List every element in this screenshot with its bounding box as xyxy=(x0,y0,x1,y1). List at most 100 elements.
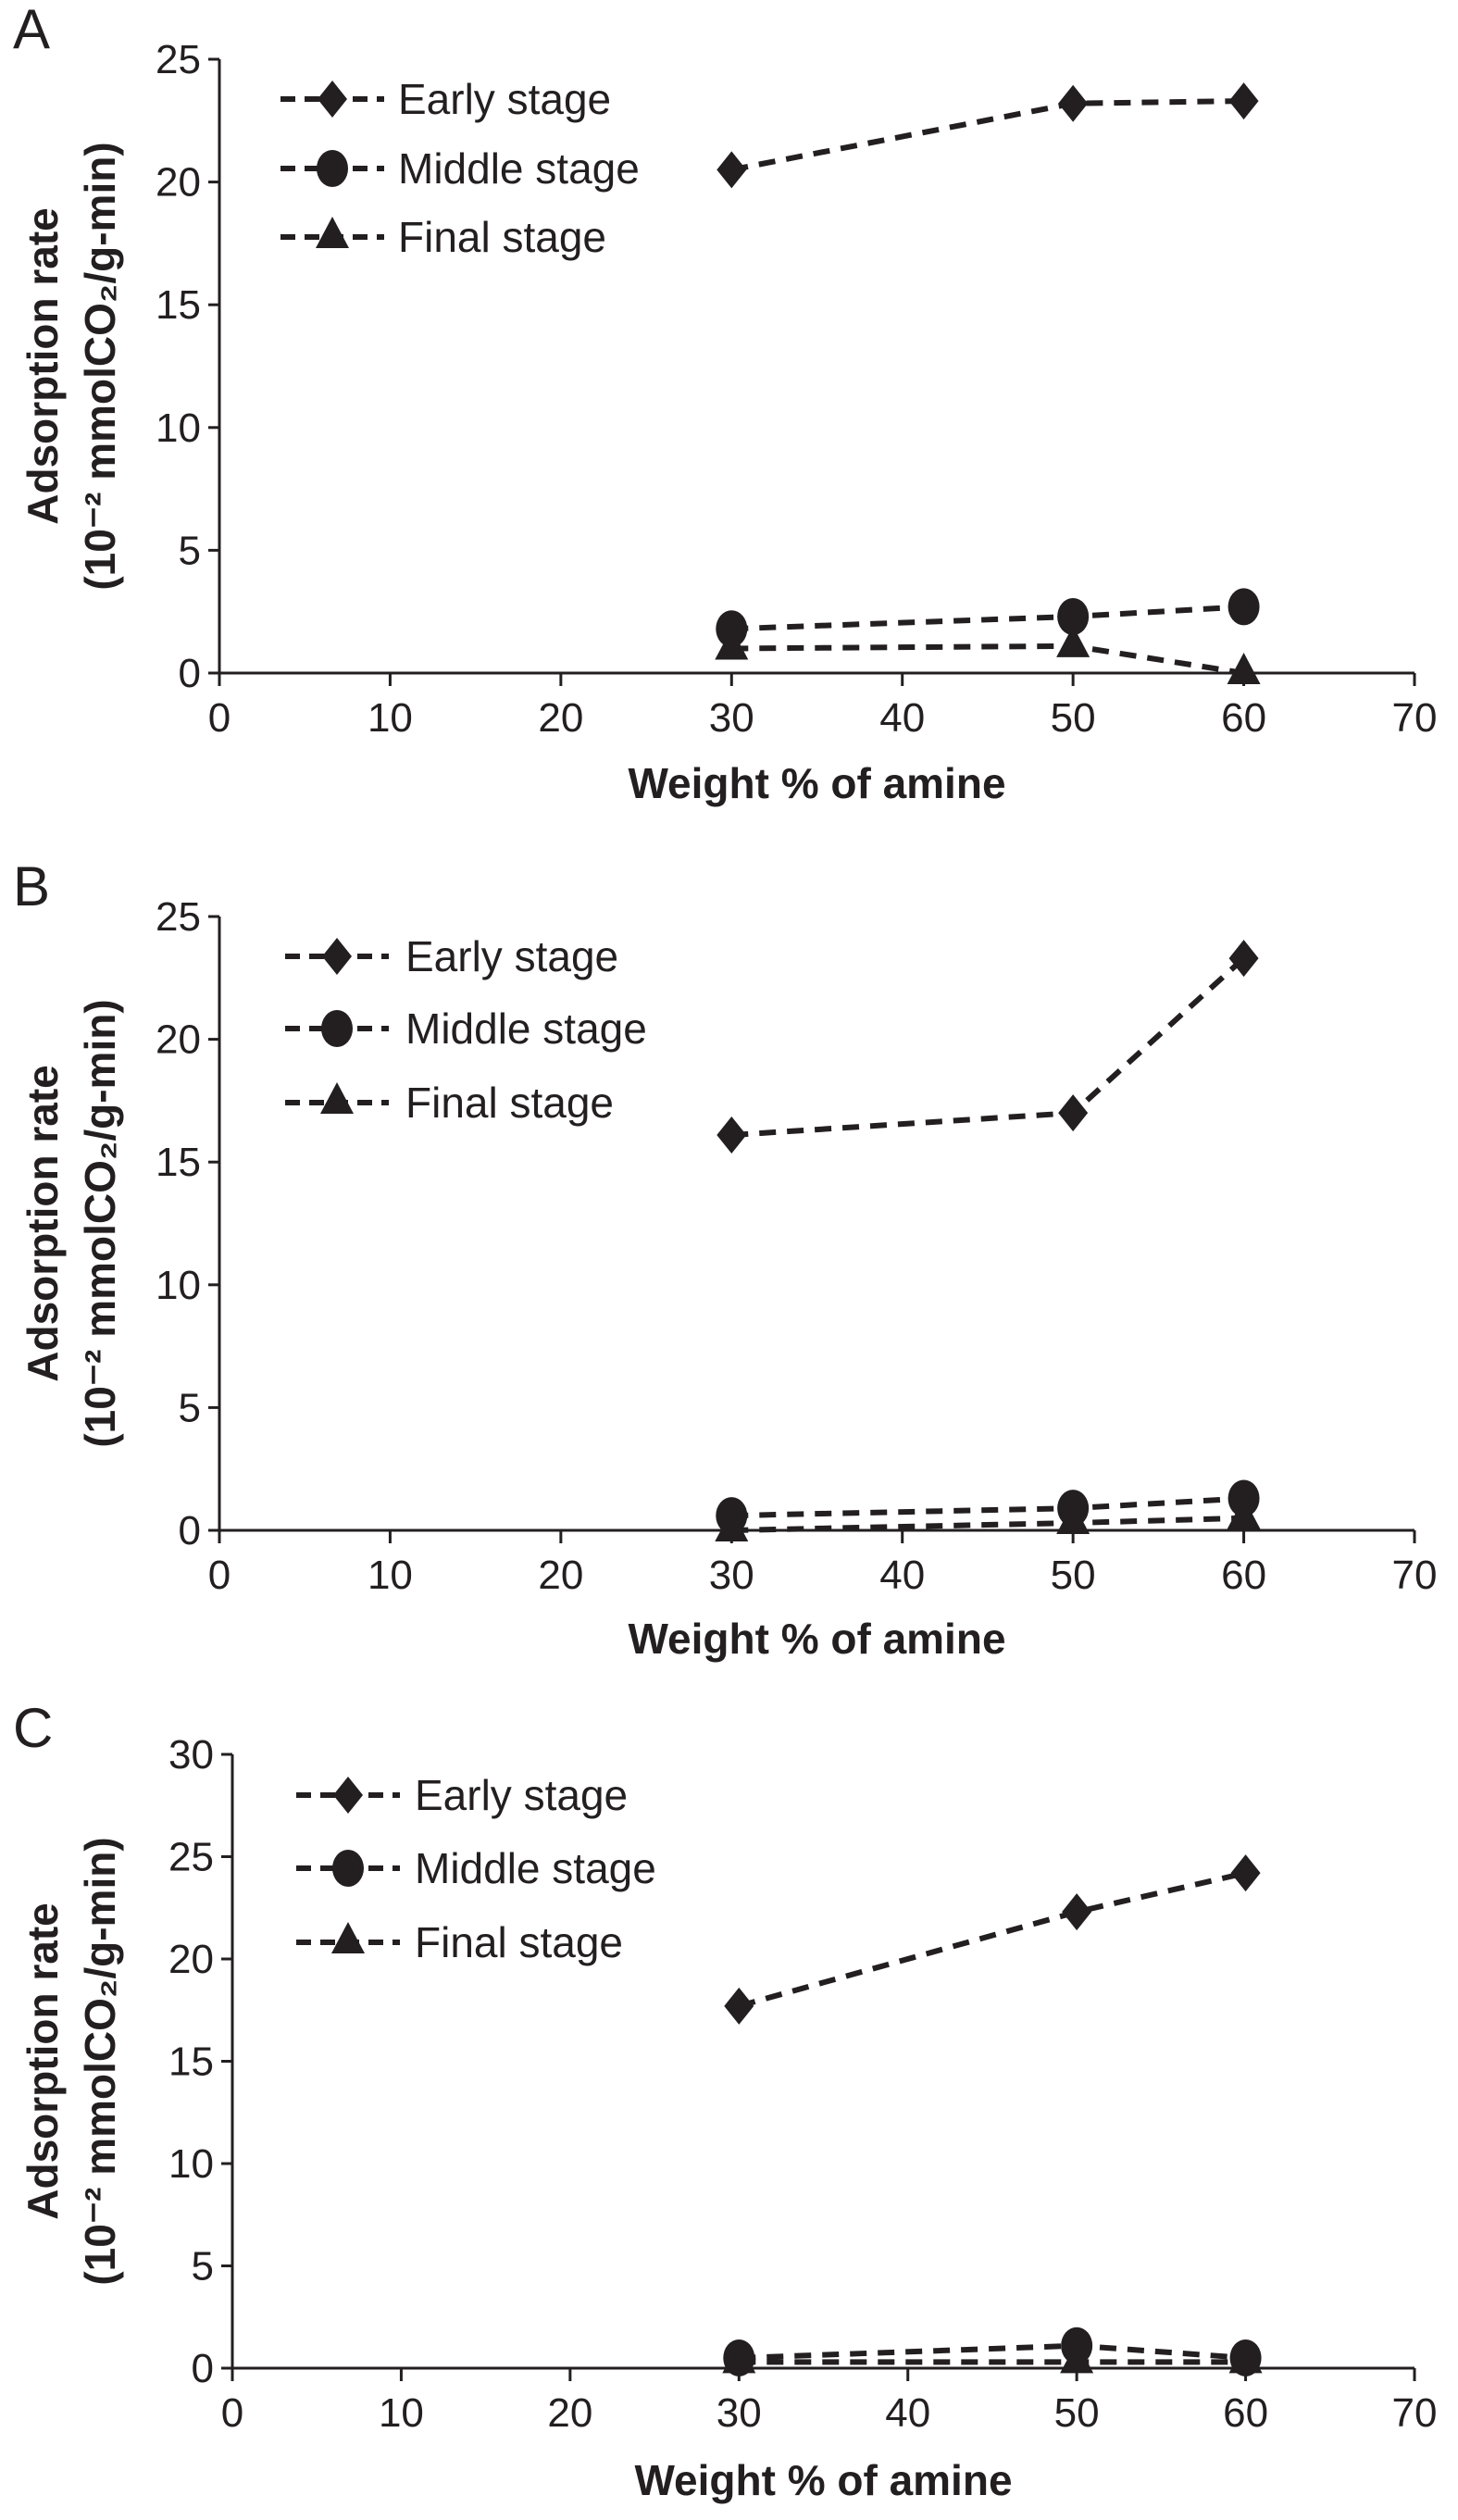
data-point xyxy=(1228,82,1259,120)
y-tick-label: 15 xyxy=(156,1140,201,1185)
data-point xyxy=(1227,588,1260,626)
y-axis-title-line2: (10⁻² mmolCO₂/g-min) xyxy=(76,1837,124,2285)
x-tick-label: 0 xyxy=(221,2390,243,2436)
x-tick-label: 10 xyxy=(368,695,413,741)
y-axis-title-line2: (10⁻² mmolCO₂/g-min) xyxy=(76,999,124,1447)
x-tick-label: 10 xyxy=(379,2390,424,2436)
series-line xyxy=(739,2342,1246,2361)
x-tick-label: 40 xyxy=(885,2390,930,2436)
y-tick-label: 0 xyxy=(179,651,201,696)
x-tick-label: 70 xyxy=(1392,2390,1438,2436)
legend-label: Early stage xyxy=(405,932,618,980)
series-line xyxy=(731,1495,1244,1519)
x-tick-label: 0 xyxy=(208,695,231,741)
legend-entry: Early stage xyxy=(296,1771,628,1819)
data-point xyxy=(722,2341,756,2374)
data-point xyxy=(1230,1854,1261,1892)
data-point xyxy=(1060,2341,1094,2374)
legend-marker xyxy=(322,938,352,975)
data-point xyxy=(1058,1094,1089,1132)
x-axis-title: Weight % of amine xyxy=(628,759,1005,807)
y-tick-label: 5 xyxy=(192,2244,214,2289)
legend-marker xyxy=(316,217,349,248)
chart-panel-b: B 0 5 10 15 20 25 0 10 20 30 40 50 60 70 Weight % of am… xyxy=(13,855,1437,1663)
x-tick-label: 40 xyxy=(879,695,925,741)
data-point xyxy=(1057,598,1090,636)
legend-entry: Final stage xyxy=(280,213,606,261)
y-axis-title-line1: Adsorption rate xyxy=(19,1065,67,1381)
panel-label: B xyxy=(13,855,50,917)
legend-label: Middle stage xyxy=(405,1004,647,1053)
x-tick-label: 50 xyxy=(1051,695,1096,741)
data-point xyxy=(1058,84,1089,122)
y-tick-label: 5 xyxy=(179,1385,201,1430)
legend-entry: Middle stage xyxy=(285,1004,647,1053)
panel-label: A xyxy=(13,0,50,60)
y-tick-label: 5 xyxy=(179,528,201,573)
legend-entry: Early stage xyxy=(280,75,611,123)
series-early-stage xyxy=(717,940,1259,1154)
series-final-stage xyxy=(715,625,1261,684)
x-tick-label: 0 xyxy=(208,1553,231,1598)
y-tick-label: 30 xyxy=(168,1732,214,1778)
legend-label: Final stage xyxy=(415,1918,623,1966)
legend-marker xyxy=(333,1777,363,1814)
y-tick-label: 20 xyxy=(156,1017,201,1063)
x-tick-label: 60 xyxy=(1221,695,1266,741)
data-point xyxy=(715,1510,749,1541)
x-tick-label: 20 xyxy=(538,1553,583,1598)
x-tick-label: 20 xyxy=(538,695,583,741)
legend-entry: Final stage xyxy=(296,1918,623,1966)
x-tick-label: 70 xyxy=(1392,1553,1438,1598)
legend-label: Early stage xyxy=(398,75,611,123)
data-point xyxy=(1227,653,1261,684)
y-axis-title-line2: (10⁻² mmolCO₂/g-min) xyxy=(76,142,124,590)
x-tick-label: 20 xyxy=(547,2390,592,2436)
y-tick-label: 10 xyxy=(168,2141,214,2187)
legend-label: Early stage xyxy=(415,1771,628,1819)
x-tick-label: 60 xyxy=(1223,2390,1268,2436)
data-point xyxy=(717,151,747,189)
x-axis-title: Weight % of amine xyxy=(634,2456,1012,2504)
data-point xyxy=(1228,2341,1263,2374)
x-tick-label: 30 xyxy=(709,1553,754,1598)
series-early-stage xyxy=(717,82,1259,189)
series-final-stage xyxy=(722,2341,1263,2374)
legend-marker xyxy=(331,1922,365,1953)
series-line xyxy=(730,98,1244,173)
x-tick-label: 40 xyxy=(879,1553,925,1598)
data-point xyxy=(715,628,749,660)
y-tick-label: 25 xyxy=(156,37,201,82)
legend-label: Final stage xyxy=(398,213,606,261)
chart-panel-a: A 0 5 10 15 20 25 0 10 20 30 40 50 60 70 Weight % of am… xyxy=(13,0,1437,807)
data-point xyxy=(1056,1503,1090,1535)
series-line xyxy=(731,642,1245,676)
legend-marker xyxy=(317,150,348,187)
y-tick-label: 10 xyxy=(156,1263,201,1308)
chart-panel-c: C 0 5 10 15 20 25 30 0 10 20 30 40 50 60 70 Weight % of … xyxy=(13,1697,1437,2504)
legend-entry: Middle stage xyxy=(280,144,640,193)
x-tick-label: 70 xyxy=(1392,695,1438,741)
series-middle-stage xyxy=(716,588,1260,648)
legend-marker xyxy=(318,81,347,118)
series-line xyxy=(731,955,1246,1139)
series-final-stage xyxy=(715,1497,1261,1541)
legend-label: Middle stage xyxy=(398,144,640,193)
x-axis-title: Weight % of amine xyxy=(628,1615,1005,1663)
x-tick-label: 50 xyxy=(1054,2390,1100,2436)
legend-entry: Final stage xyxy=(285,1079,614,1127)
panel-label: C xyxy=(13,1697,53,1759)
series-line xyxy=(738,1870,1247,2009)
data-point xyxy=(717,1117,747,1154)
legend-marker xyxy=(321,1010,353,1047)
series-line xyxy=(731,604,1244,632)
x-tick-label: 10 xyxy=(368,1553,413,1598)
series-early-stage xyxy=(724,1854,1261,2025)
y-tick-label: 20 xyxy=(156,160,201,206)
legend-label: Middle stage xyxy=(415,1844,656,1892)
data-point xyxy=(1228,940,1259,978)
data-point xyxy=(1056,625,1090,657)
x-tick-label: 30 xyxy=(717,2390,762,2436)
